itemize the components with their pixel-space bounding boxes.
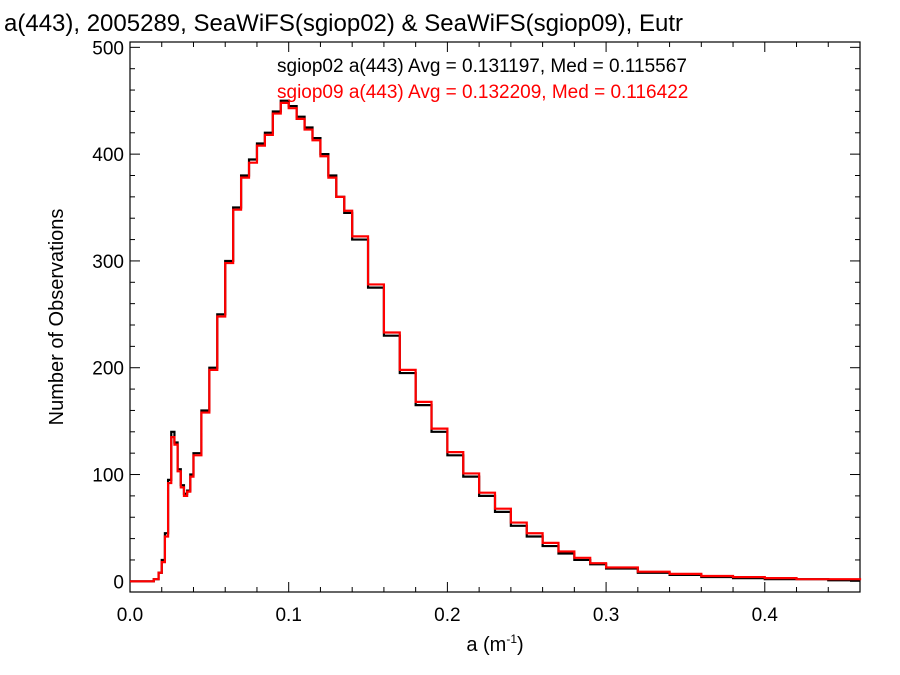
series-sgiop09-line [130,101,862,583]
series-layer [130,99,862,583]
x-axis-title-main: a (m [466,634,506,656]
y-tick-label: 500 [92,38,124,59]
chart-title: a(443), 2005289, SeaWiFS(sgiop02) & SeaW… [4,10,683,37]
plot-frame [129,41,861,593]
x-tick-label: 0.1 [275,605,301,626]
x-tick-label: 0.4 [752,605,779,626]
x-axis-title: a (m-1) [466,632,523,656]
x-axis-title-sup: -1 [506,632,517,646]
x-tick-label: 0.3 [593,605,619,626]
y-tick-label: 300 [92,252,124,273]
legend-sgiop09: sgiop09 a(443) Avg = 0.132209, Med = 0.1… [277,82,688,103]
x-axis-title-end: ) [517,634,524,656]
y-axis: 0 100 200 300 400 500 [92,38,860,593]
y-axis-title: Number of Observations [46,209,68,426]
y-tick-label: 100 [92,466,124,487]
y-tick-label: 400 [92,145,124,166]
x-axis: 0.0 0.1 0.2 0.3 0.4 [117,42,829,626]
legend-sgiop02: sgiop02 a(443) Avg = 0.131197, Med = 0.1… [277,56,687,77]
y-tick-label: 0 [113,572,124,593]
x-tick-label: 0.0 [117,605,143,626]
x-tick-label: 0.2 [434,605,460,626]
y-tick-label: 200 [92,359,124,380]
